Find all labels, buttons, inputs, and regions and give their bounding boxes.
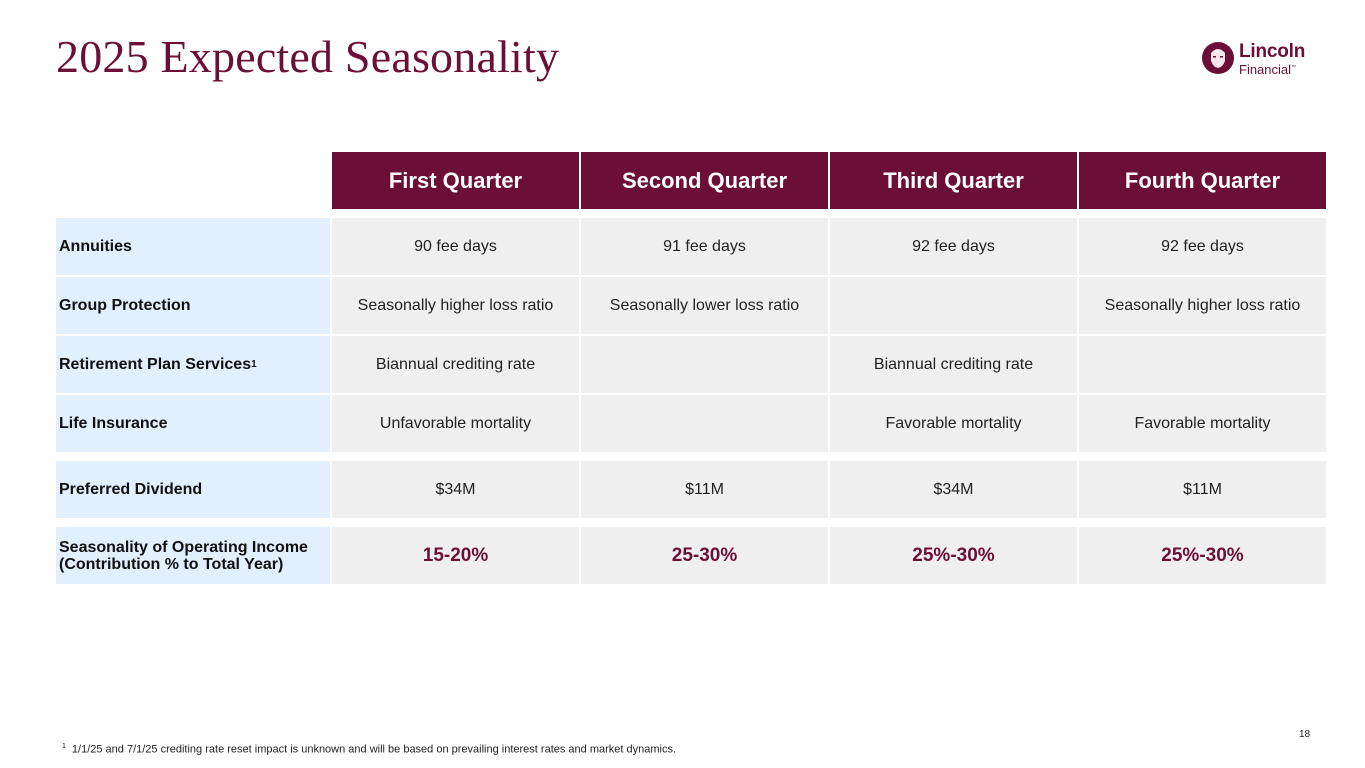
logo-name: Lincoln: [1239, 41, 1306, 62]
table-cell: $11M: [1079, 461, 1326, 518]
table-cell: 25-30%: [581, 527, 828, 584]
logo-sub: Financial™: [1239, 62, 1297, 77]
row-label: Life Insurance: [56, 395, 330, 452]
table-cell: Seasonally higher loss ratio: [1079, 277, 1326, 334]
lincoln-financial-logo: Lincoln Financial™: [1201, 38, 1316, 80]
table-row-life-insurance: Life Insurance Unfavorable mortality Fav…: [56, 395, 1326, 452]
table-cell: $34M: [332, 461, 579, 518]
table-cell: [1079, 336, 1326, 393]
header-q1: First Quarter: [332, 152, 579, 209]
table-row-retirement-plan-services: Retirement Plan Services 1 Biannual credi…: [56, 336, 1326, 393]
footnote: 1 1/1/25 and 7/1/25 crediting rate reset …: [62, 743, 677, 756]
page-title: 2025 Expected Seasonality: [56, 31, 560, 82]
table-header: First Quarter Second Quarter Third Quart…: [332, 152, 1326, 209]
table-cell: 92 fee days: [830, 218, 1077, 275]
header-q4: Fourth Quarter: [1079, 152, 1326, 209]
table-row-preferred-dividend: Preferred Dividend $34M $11M $34M $11M: [56, 461, 1326, 518]
table-cell: 90 fee days: [332, 218, 579, 275]
header-q2: Second Quarter: [581, 152, 828, 209]
row-label: Group Protection: [56, 277, 330, 334]
table-cell: $11M: [581, 461, 828, 518]
table-cell: 91 fee days: [581, 218, 828, 275]
table-cell: Biannual crediting rate: [332, 336, 579, 393]
row-label: Annuities: [56, 218, 330, 275]
table-cell: 25%-30%: [830, 527, 1077, 584]
lincoln-portrait-icon: [1202, 42, 1234, 74]
table-cell: 15-20%: [332, 527, 579, 584]
table-row-group-protection: Group Protection Seasonally higher loss …: [56, 277, 1326, 334]
table-cell: Favorable mortality: [1079, 395, 1326, 452]
table-cell: [581, 395, 828, 452]
row-label: Preferred Dividend: [56, 461, 330, 518]
row-label: Retirement Plan Services 1: [56, 336, 330, 393]
table-cell: Unfavorable mortality: [332, 395, 579, 452]
footnote-marker: 1: [62, 743, 66, 750]
table-cell: Seasonally lower loss ratio: [581, 277, 828, 334]
table-cell: $34M: [830, 461, 1077, 518]
table-row-seasonality-operating-income: Seasonality of Operating Income (Contribu…: [56, 527, 1326, 584]
table-cell: Biannual crediting rate: [830, 336, 1077, 393]
row-label: Seasonality of Operating Income (Contribu…: [56, 527, 330, 584]
table-cell: [830, 277, 1077, 334]
table-row-annuities: Annuities 90 fee days 91 fee days 92 fee…: [56, 218, 1326, 275]
page-number: 18: [1299, 729, 1311, 740]
table-cell: 92 fee days: [1079, 218, 1326, 275]
header-q3: Third Quarter: [830, 152, 1077, 209]
table-cell: Seasonally higher loss ratio: [332, 277, 579, 334]
table-cell: Favorable mortality: [830, 395, 1077, 452]
table-cell: [581, 336, 828, 393]
table-cell: 25%-30%: [1079, 527, 1326, 584]
